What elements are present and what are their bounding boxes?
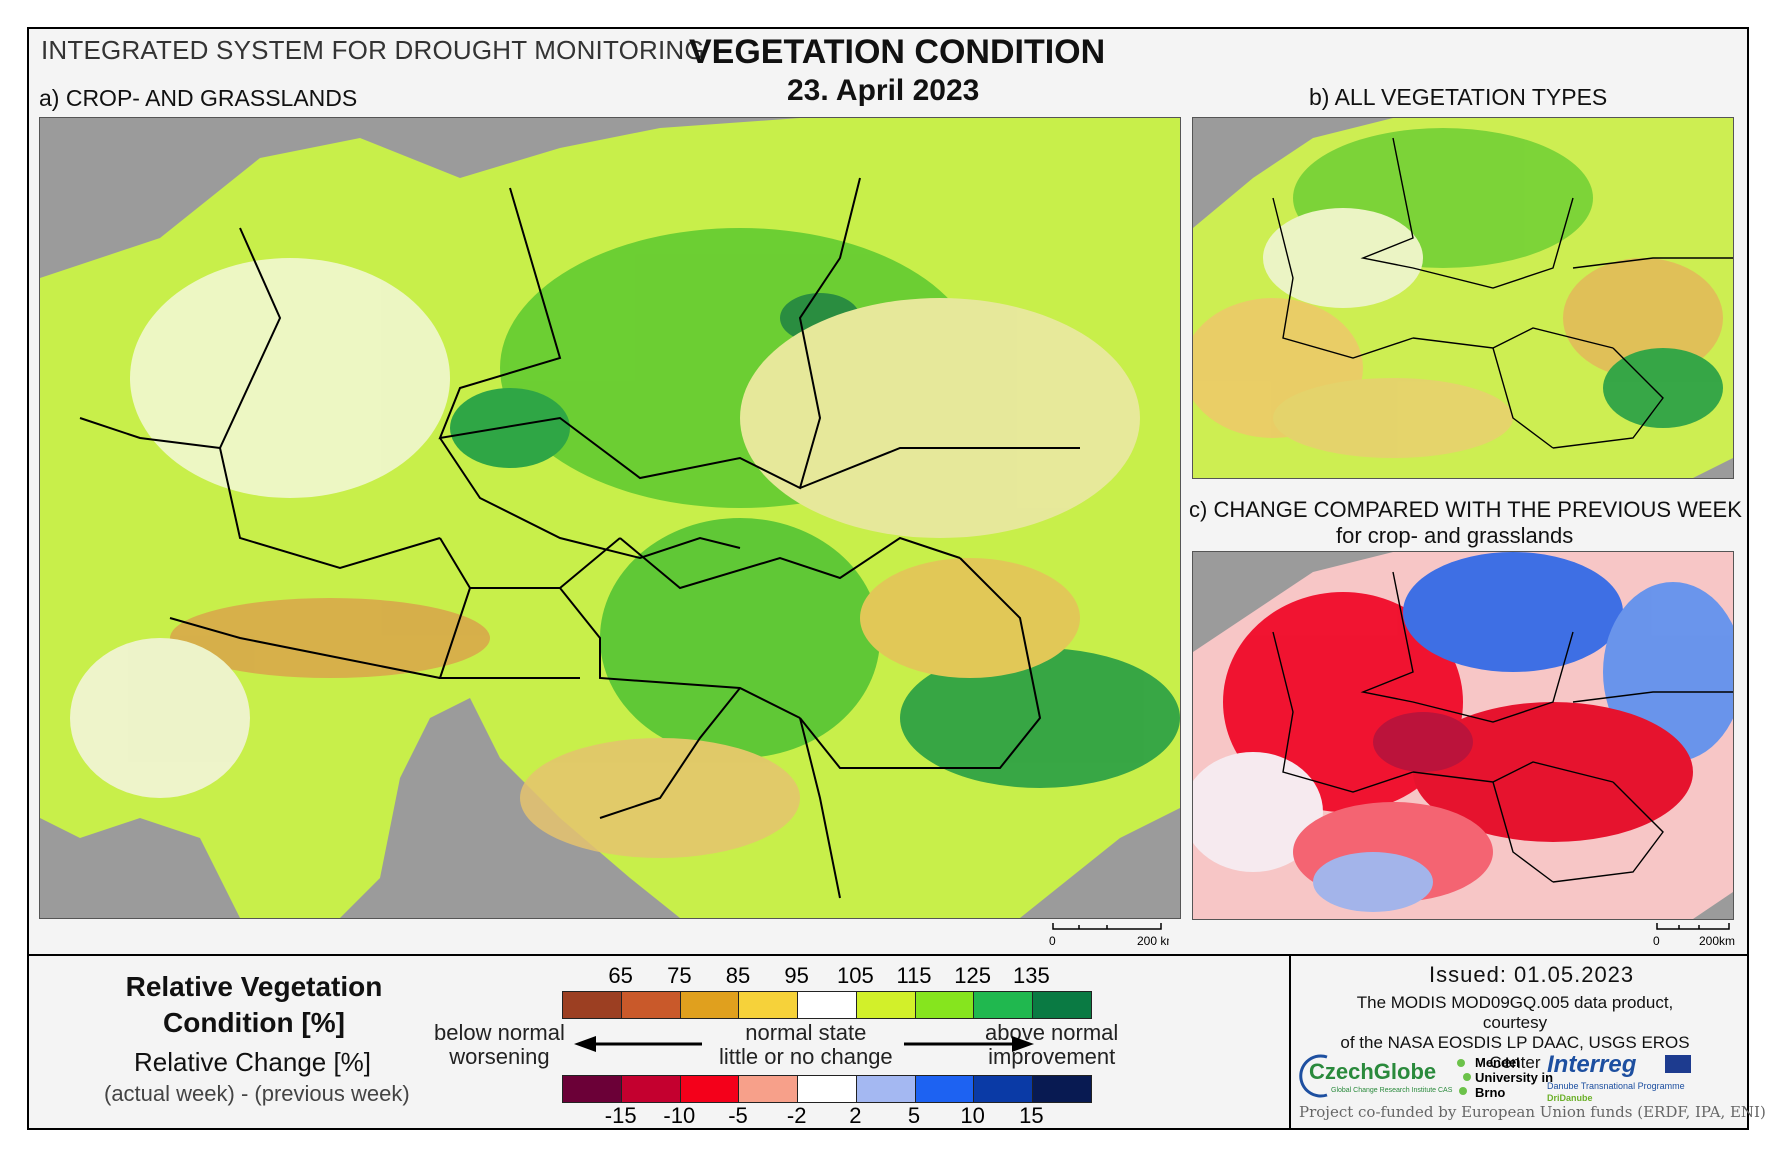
mendel-logo: Mendel University in Brno xyxy=(1457,1055,1553,1103)
map-a-svg xyxy=(40,118,1180,918)
change-tick-3: -2 xyxy=(786,1103,807,1128)
condition-tick-4: 105 xyxy=(836,963,874,988)
change-tick-2: -5 xyxy=(728,1103,748,1128)
condition-swatch-4 xyxy=(798,992,857,1018)
condition-swatch-5 xyxy=(856,992,916,1018)
condition-tick-2: 85 xyxy=(725,963,751,988)
funding-note: Project co-funded by European Union fund… xyxy=(1299,1103,1766,1121)
change-tick-6: 10 xyxy=(960,1103,985,1128)
change-tick-labels: -15 -10 -5 -2 2 5 10 15 xyxy=(559,1103,1099,1129)
scale-a-zero: 0 xyxy=(1049,934,1056,948)
map-date: 23. April 2023 xyxy=(787,74,980,107)
map-panel-c xyxy=(1192,551,1734,920)
change-tick-7: 15 xyxy=(1019,1103,1044,1128)
condition-tick-6: 125 xyxy=(954,963,992,988)
system-title: INTEGRATED SYSTEM FOR DROUGHT MONITORING xyxy=(41,35,705,65)
condition-colorbar xyxy=(562,991,1092,1019)
legend-above-normal: above normal improvement xyxy=(985,1020,1119,1069)
condition-swatch-8 xyxy=(1033,992,1092,1018)
country-borders xyxy=(79,177,1080,899)
change-swatch-1 xyxy=(621,1076,681,1102)
legend-change-title: Relative Change [%] xyxy=(134,1047,372,1077)
change-swatch-0 xyxy=(563,1076,622,1102)
change-swatch-6 xyxy=(915,1076,975,1102)
legend-change-subtitle: (actual week) - (previous week) xyxy=(104,1081,410,1106)
change-swatch-7 xyxy=(974,1076,1034,1102)
panel-b-label: b) ALL VEGETATION TYPES xyxy=(1309,84,1608,110)
scale-a-dist: 200 km xyxy=(1137,934,1169,948)
change-tick-5: 5 xyxy=(907,1103,921,1128)
legend-title: Relative Vegetation Condition [%] xyxy=(125,971,383,1038)
condition-tick-5: 115 xyxy=(896,963,932,988)
right-arrow-icon xyxy=(904,1036,1034,1052)
change-tick-1: -10 xyxy=(663,1103,696,1128)
panel-c-label: c) CHANGE COMPARED WITH THE PREVIOUS WEE… xyxy=(1189,497,1742,522)
legend-normal-state: normal state little or no change xyxy=(719,1020,893,1069)
map-panel-a xyxy=(39,117,1181,919)
scale-c-zero: 0 xyxy=(1653,934,1660,948)
condition-tick-0: 65 xyxy=(608,963,633,988)
panel-c-sublabel: for crop- and grasslands xyxy=(1336,523,1574,548)
change-swatch-5 xyxy=(856,1076,916,1102)
issued-date: Issued: 01.05.2023 xyxy=(1429,962,1635,987)
czechglobe-logo: CzechGlobe Global Change Research Instit… xyxy=(1297,1053,1457,1099)
interreg-logo: Interreg Danube Transnational Programme … xyxy=(1547,1049,1717,1105)
condition-swatch-0 xyxy=(563,992,622,1018)
scale-c-dist: 200km xyxy=(1699,934,1735,948)
condition-swatch-6 xyxy=(915,992,975,1018)
panel-a-label: a) CROP- AND GRASSLANDS xyxy=(39,85,358,111)
condition-tick-7: 135 xyxy=(1012,963,1050,988)
condition-tick-labels: 65 75 85 95 105 115 125 135 xyxy=(559,963,1099,989)
map-c-svg xyxy=(1193,552,1733,919)
legend-divider xyxy=(29,954,1747,956)
change-tick-4: 2 xyxy=(849,1103,862,1128)
left-arrow-icon xyxy=(574,1036,702,1052)
condition-swatch-7 xyxy=(974,992,1034,1018)
footer-divider xyxy=(1289,956,1291,1130)
scale-bar-c: 0 200km xyxy=(1649,921,1739,951)
change-swatch-8 xyxy=(1033,1076,1092,1102)
change-tick-0: -15 xyxy=(604,1103,637,1128)
condition-tick-1: 75 xyxy=(667,963,692,988)
figure-frame: INTEGRATED SYSTEM FOR DROUGHT MONITORING… xyxy=(27,27,1766,1130)
condition-swatch-3 xyxy=(739,992,799,1018)
change-swatch-3 xyxy=(739,1076,799,1102)
condition-tick-3: 95 xyxy=(784,963,809,988)
map-panel-b xyxy=(1192,117,1734,479)
change-colorbar xyxy=(562,1075,1092,1103)
change-swatch-2 xyxy=(680,1076,740,1102)
condition-swatch-1 xyxy=(621,992,681,1018)
change-swatch-4 xyxy=(798,1076,857,1102)
map-title: VEGETATION CONDITION xyxy=(689,33,1106,71)
data-credit: The MODIS MOD09GQ.005 data product, cour… xyxy=(1340,993,1690,1072)
map-b-svg xyxy=(1193,118,1733,478)
scale-bar-a: 0 200 km xyxy=(1039,921,1176,951)
condition-swatch-2 xyxy=(680,992,740,1018)
legend-below-normal: below normal worsening xyxy=(434,1020,565,1069)
